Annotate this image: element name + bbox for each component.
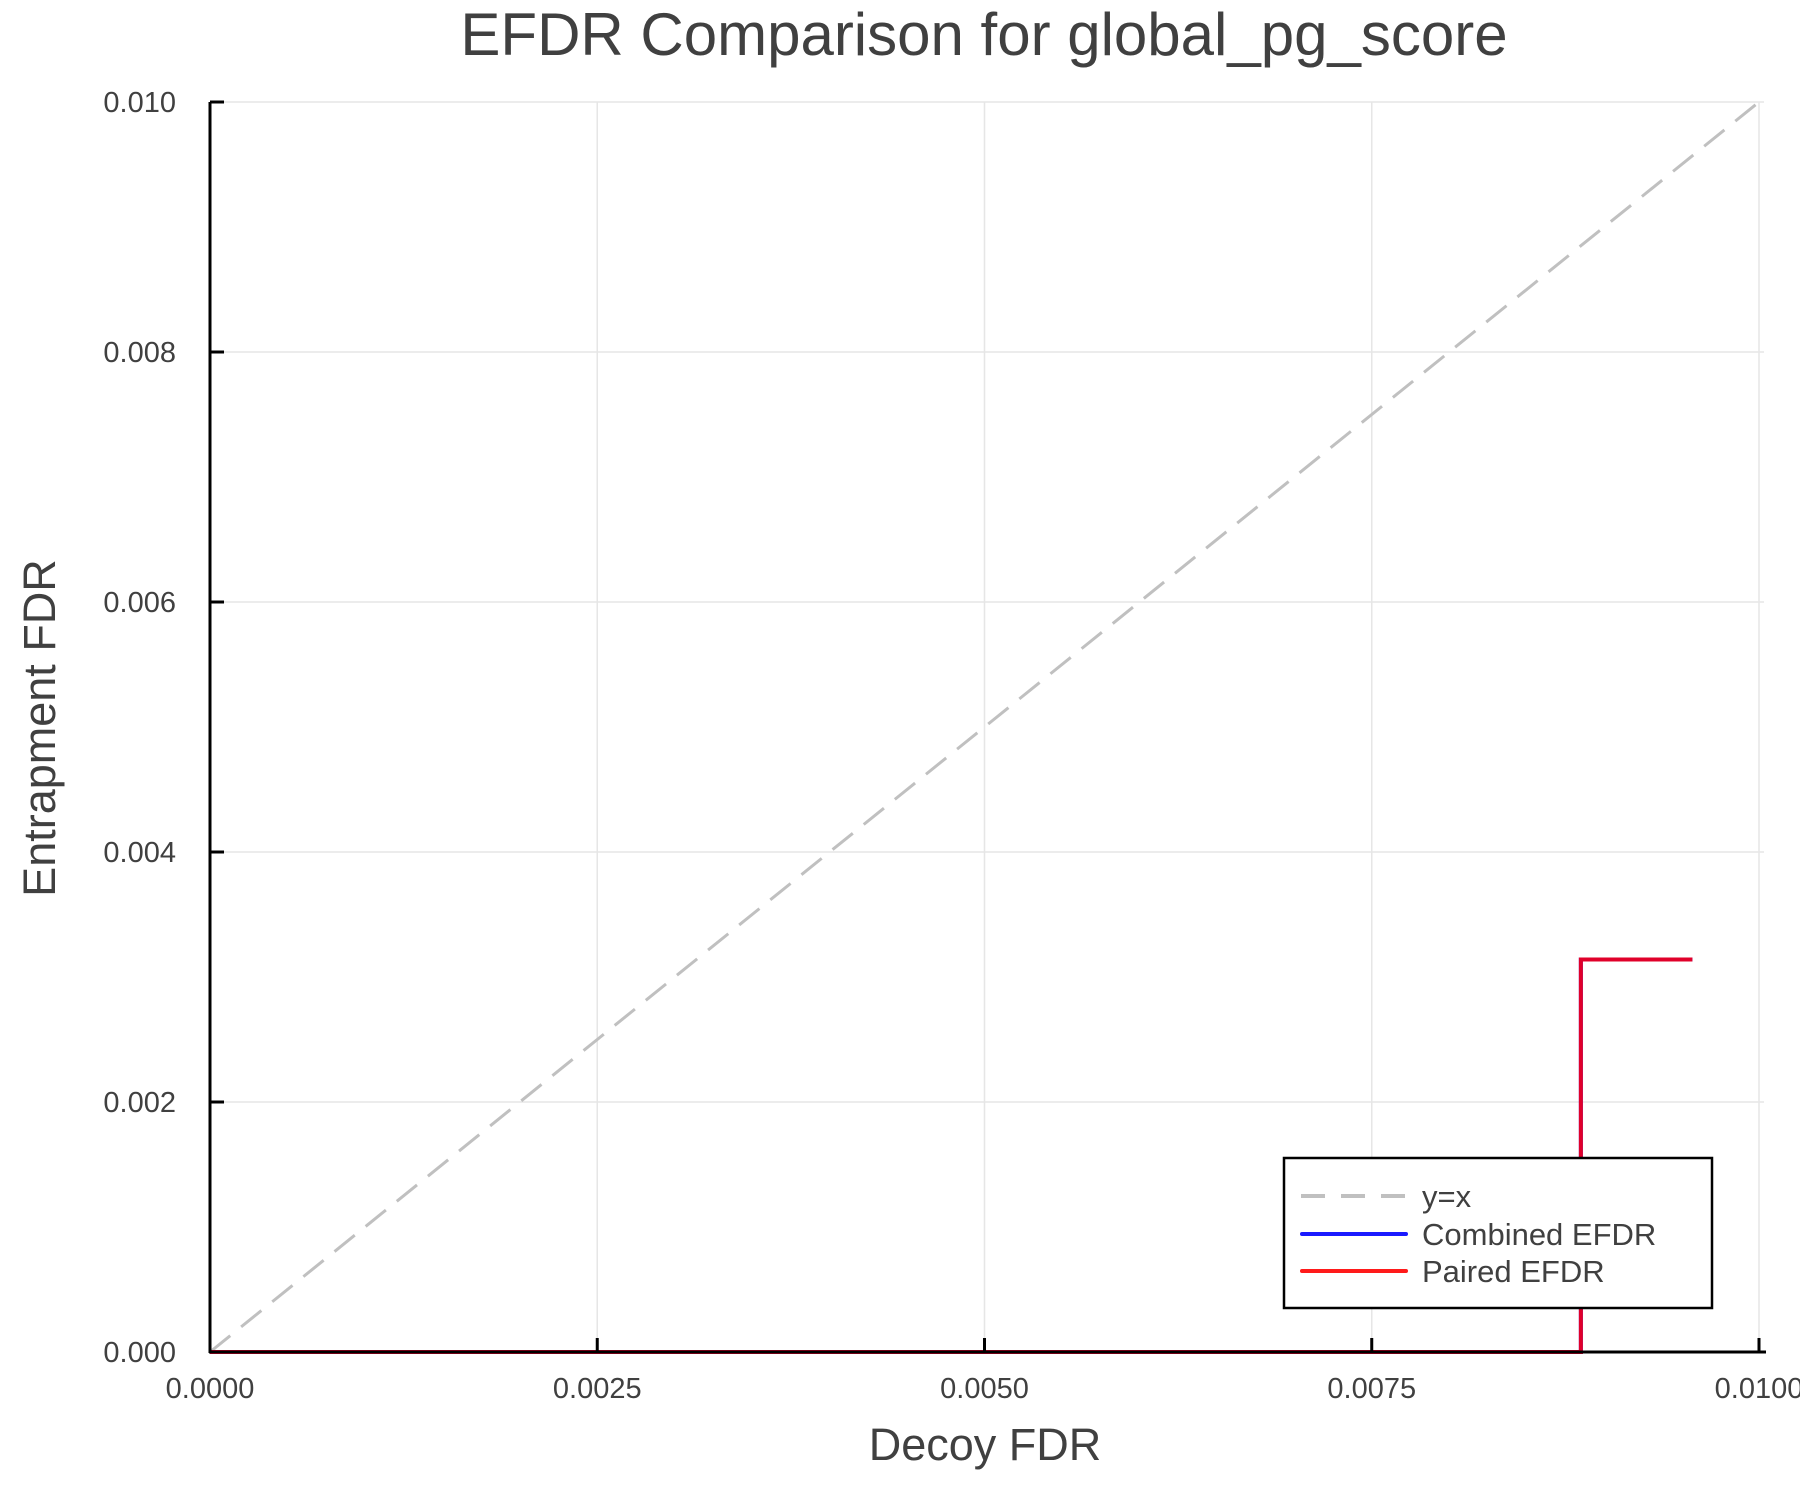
- x-tick-label: 0.0050: [940, 1373, 1029, 1405]
- y-tick-label: 0.004: [103, 837, 176, 869]
- x-axis-label: Decoy FDR: [869, 1419, 1102, 1470]
- y-tick-label: 0.006: [103, 587, 176, 619]
- x-tick-label: 0.0075: [1327, 1373, 1416, 1405]
- x-tick-label: 0.0025: [553, 1373, 642, 1405]
- y-tick-label: 0.002: [103, 1087, 176, 1119]
- legend-label: Paired EFDR: [1422, 1254, 1605, 1289]
- y-tick-label: 0.010: [103, 87, 176, 119]
- y-tick-label: 0.000: [103, 1337, 176, 1369]
- y-axis-label: Entrapment FDR: [14, 559, 65, 897]
- axis-ticks: 0.0000 0.0025 0.0050 0.0075 0.0100 0.000 0.002…: [103, 87, 1800, 1405]
- legend-label: y=x: [1422, 1179, 1472, 1214]
- chart-title: EFDR Comparison for global_pg_score: [460, 1, 1507, 68]
- legend-label: Combined EFDR: [1422, 1217, 1656, 1252]
- x-tick-label: 0.0100: [1715, 1373, 1800, 1405]
- axes: [208, 102, 1766, 1354]
- x-tick-label: 0.0000: [166, 1373, 255, 1405]
- y-x-line: [209, 100, 1760, 1354]
- y-tick-label: 0.008: [103, 337, 176, 369]
